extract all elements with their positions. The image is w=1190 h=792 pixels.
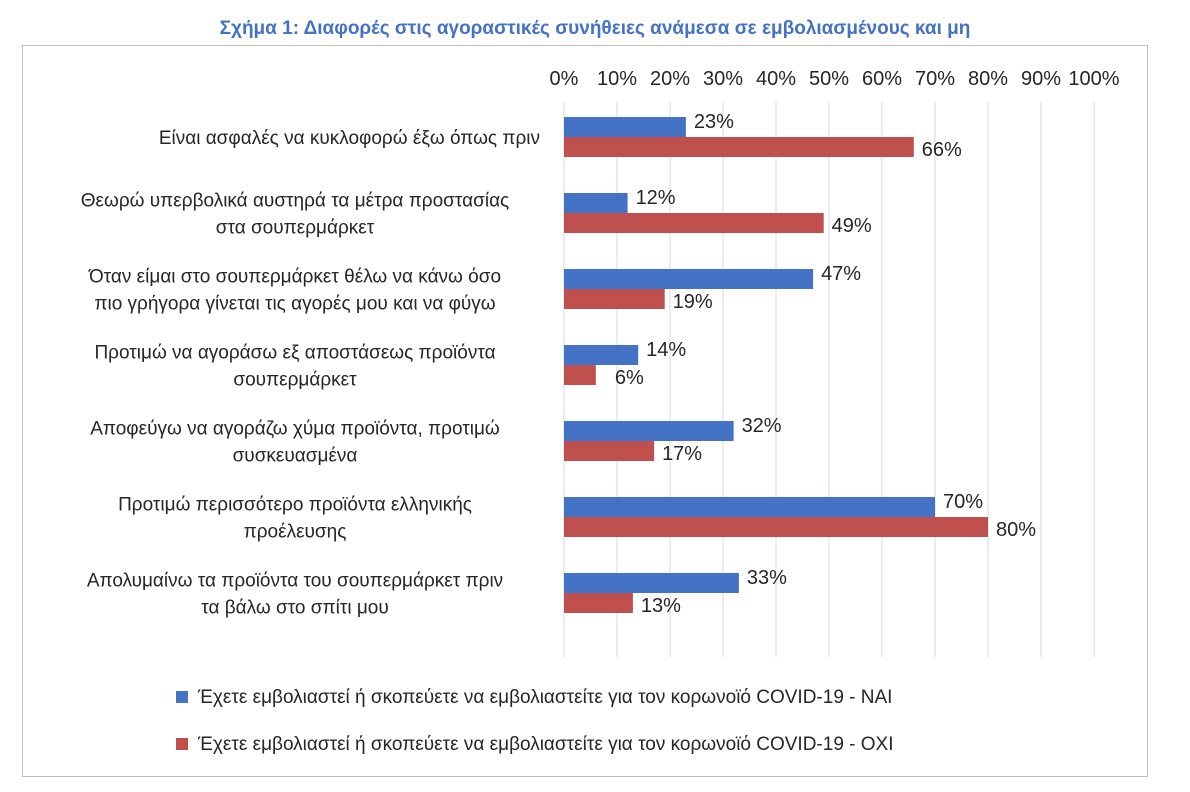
- data-label: 12%: [636, 187, 676, 209]
- bar-oxi: [564, 137, 914, 157]
- x-tick-label: 20%: [650, 68, 690, 90]
- bar-oxi: [564, 517, 988, 537]
- data-label: 66%: [922, 139, 962, 161]
- x-tick-label: 100%: [1068, 68, 1119, 90]
- chart-frame: [22, 45, 1148, 777]
- x-tick-label: 40%: [756, 68, 796, 90]
- category-label: τα βάλω στο σπίτι μου: [201, 598, 389, 619]
- bar-nai: [564, 573, 739, 593]
- x-tick-label: 80%: [968, 68, 1008, 90]
- legend-swatch-nai: [176, 691, 188, 703]
- category-label: σουπερμάρκετ: [233, 370, 357, 391]
- legend-label-oxi: Έχετε εμβολιαστεί ή σκοπεύετε να εμβολια…: [197, 734, 894, 755]
- legend-swatch-oxi: [176, 738, 188, 750]
- data-label: 23%: [694, 111, 734, 133]
- data-label: 6%: [615, 367, 644, 389]
- x-tick-label: 70%: [915, 68, 955, 90]
- category-label: συσκευασμένα: [233, 446, 358, 467]
- bar-oxi: [564, 289, 665, 309]
- x-tick-label: 50%: [809, 68, 849, 90]
- category-label: Προτιμώ περισσότερο προϊόντα ελληνικής: [118, 495, 472, 516]
- data-label: 33%: [747, 567, 787, 589]
- bar-oxi: [564, 213, 824, 233]
- data-label: 17%: [662, 443, 702, 465]
- category-label: Αποφεύγω να αγοράζω χύμα προϊόντα, προτι…: [90, 419, 500, 440]
- category-label: Θεωρώ υπερβολικά αυστηρά τα μέτρα προστα…: [81, 191, 509, 212]
- category-label: Είναι ασφαλές να κυκλοφορώ έξω όπως πριν: [159, 128, 540, 149]
- x-tick-label: 30%: [703, 68, 743, 90]
- data-label: 19%: [673, 291, 713, 313]
- data-label: 32%: [742, 415, 782, 437]
- data-label: 13%: [641, 595, 681, 617]
- x-tick-label: 60%: [862, 68, 902, 90]
- category-label: προέλευσης: [244, 522, 347, 543]
- data-label: 80%: [996, 519, 1036, 541]
- data-label: 70%: [943, 491, 983, 513]
- category-label: στα σουπερμάρκετ: [216, 218, 375, 239]
- legend-label-nai: Έχετε εμβολιαστεί ή σκοπεύετε να εμβολια…: [197, 687, 892, 708]
- x-tick-label: 0%: [550, 68, 579, 90]
- bar-nai: [564, 117, 686, 137]
- bar-oxi: [564, 441, 655, 461]
- chart-title: Σχήμα 1: Διαφορές στις αγοραστικές συνήθ…: [219, 18, 971, 39]
- bar-nai: [564, 345, 639, 365]
- category-label: Προτιμώ να αγοράσω εξ αποστάσεως προϊόντ…: [94, 343, 495, 364]
- bar-nai: [564, 269, 814, 289]
- bar-nai: [564, 421, 734, 441]
- category-label: πιο γρήγορα γίνεται τις αγορές μου και ν…: [94, 294, 495, 315]
- bar-nai: [564, 497, 935, 517]
- data-label: 49%: [832, 215, 872, 237]
- bar-oxi: [564, 365, 596, 385]
- category-label: Απολυμαίνω τα προϊόντα του σουπερμάρκετ …: [87, 571, 503, 592]
- data-label: 47%: [821, 263, 861, 285]
- x-tick-label: 10%: [597, 68, 637, 90]
- bar-oxi: [564, 593, 633, 613]
- data-label: 14%: [646, 339, 686, 361]
- category-label: Όταν είμαι στο σουπερμάρκετ θέλω να κάνω…: [88, 267, 501, 288]
- bar-nai: [564, 193, 628, 213]
- x-tick-label: 90%: [1021, 68, 1061, 90]
